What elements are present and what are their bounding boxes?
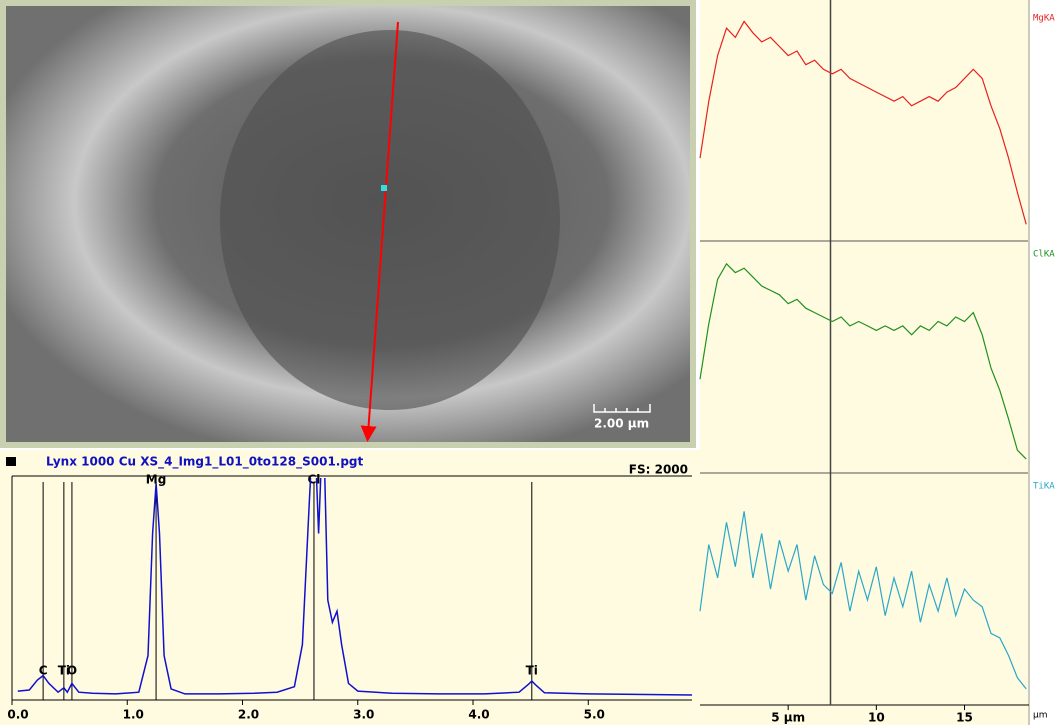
scale-label: 2.00 µm — [594, 417, 649, 431]
particle — [220, 30, 560, 410]
panel-icon — [6, 457, 16, 466]
x-tick-label: 15 — [956, 711, 973, 725]
spectrum-title: Lynx 1000 Cu XS_4_Img1_L01_0to128_S001.p… — [46, 455, 364, 470]
profile-name: ClKA — [1033, 250, 1055, 260]
peak-label: Cl — [308, 473, 321, 487]
profile-name: MgKA — [1033, 14, 1055, 24]
profile-name: TiKA — [1033, 482, 1055, 492]
x-tick-label: 1.0 — [123, 708, 144, 722]
peak-label: Ti — [526, 664, 538, 678]
x-tick-label: 10 — [868, 711, 885, 725]
profile-panel — [700, 0, 1030, 725]
x-axis-label: µm — [1033, 711, 1048, 721]
analysis-window: 2.00 µm Lynx 1000 Cu XS_4_Img1_L01_0to12… — [0, 0, 1063, 725]
x-tick-label: 0.0 — [7, 708, 28, 722]
x-tick-label: 2.0 — [238, 708, 259, 722]
x-tick-label: 5.0 — [584, 708, 605, 722]
x-tick-label: 4.0 — [468, 708, 489, 722]
x-tick-label: 5 µm — [771, 711, 805, 725]
full-scale: FS: 2000 — [629, 463, 688, 477]
x-tick-label: 3.0 — [353, 708, 374, 722]
cursor-point — [381, 185, 387, 191]
peak-label: O — [67, 664, 77, 678]
